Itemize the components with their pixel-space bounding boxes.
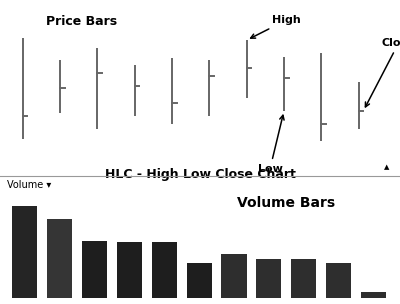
Bar bbox=[152, 243, 177, 298]
Bar bbox=[222, 254, 246, 298]
Bar bbox=[361, 292, 386, 298]
Text: Low: Low bbox=[258, 115, 284, 174]
Bar bbox=[82, 241, 107, 298]
Bar bbox=[291, 259, 316, 298]
Bar bbox=[256, 259, 281, 298]
Text: HLC - High Low Close Chart: HLC - High Low Close Chart bbox=[104, 168, 296, 181]
Text: ▲: ▲ bbox=[384, 164, 389, 170]
Bar bbox=[12, 206, 38, 298]
Text: Close: Close bbox=[366, 38, 400, 107]
Bar bbox=[326, 263, 351, 298]
Bar bbox=[117, 243, 142, 298]
Text: Volume ▾: Volume ▾ bbox=[8, 180, 52, 190]
Bar bbox=[47, 219, 72, 298]
Text: Volume Bars: Volume Bars bbox=[237, 196, 335, 210]
Bar bbox=[186, 263, 212, 298]
Text: Price Bars: Price Bars bbox=[46, 15, 117, 28]
Text: High: High bbox=[251, 15, 301, 38]
